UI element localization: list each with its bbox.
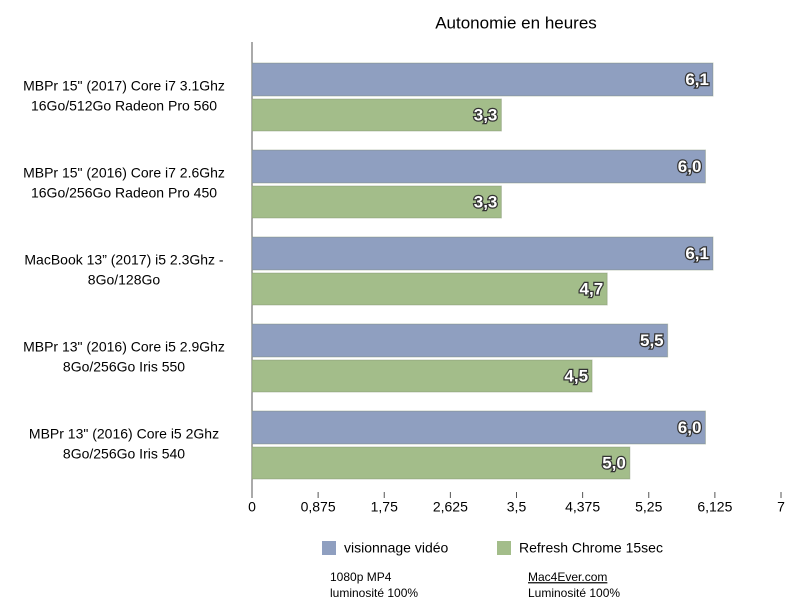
x-tick-label: 4,375	[565, 499, 600, 515]
category-label: 16Go/256Go Radeon Pro 450	[31, 185, 217, 201]
x-tick-label: 1,75	[371, 499, 398, 515]
bar	[251, 446, 631, 480]
value-label: 6,0	[678, 418, 702, 437]
bar	[251, 149, 706, 184]
legend-swatch	[322, 541, 336, 555]
x-tick-label: 5,25	[635, 499, 662, 515]
value-label: 5,0	[602, 453, 626, 472]
category-label: MBPr 15" (2016) Core i7 2.6Ghz	[23, 165, 225, 181]
category-label: 8Go/256Go Iris 550	[63, 359, 185, 375]
x-tick-label: 2,625	[433, 499, 468, 515]
x-tick-label: 6,125	[697, 499, 732, 515]
category-label: 8Go/256Go Iris 540	[63, 446, 185, 462]
category-label: 8Go/128Go	[88, 272, 161, 288]
category-label: MBPr 13" (2016) Core i5 2Ghz	[29, 426, 219, 442]
x-tick-label: 3,5	[507, 499, 527, 515]
note: 1080p MP4	[330, 570, 392, 584]
value-label: 6,1	[685, 70, 709, 89]
bar	[251, 323, 669, 358]
category-label: MBPr 15" (2017) Core i7 3.1Ghz	[23, 78, 225, 94]
value-label: 3,3	[474, 192, 498, 211]
value-label: 6,1	[685, 244, 709, 263]
legend-label: Refresh Chrome 15sec	[519, 540, 663, 556]
bar	[251, 185, 502, 219]
note: luminosité 100%	[330, 586, 418, 600]
value-label: 4,7	[580, 279, 604, 298]
value-label: 5,5	[640, 331, 664, 350]
note: Mac4Ever.com	[528, 570, 607, 584]
legend-label: visionnage vidéo	[344, 540, 449, 556]
bar	[251, 359, 593, 393]
value-label: 4,5	[564, 366, 588, 385]
x-tick-label: 0	[248, 499, 256, 515]
value-label: 3,3	[474, 105, 498, 124]
category-label: 16Go/512Go Radeon Pro 560	[31, 98, 217, 114]
bar	[251, 62, 714, 97]
legend-swatch	[497, 541, 511, 555]
bar	[251, 272, 608, 306]
category-label: MBPr 13" (2016) Core i5 2.9Ghz	[23, 339, 225, 355]
category-label: MacBook 13” (2017) i5 2.3Ghz -	[24, 252, 224, 268]
x-tick-label: 7	[777, 499, 785, 515]
bar	[251, 410, 706, 445]
value-label: 6,0	[678, 157, 702, 176]
chart-title: Autonomie en heures	[435, 13, 597, 32]
x-tick-label: 0,875	[301, 499, 336, 515]
bar	[251, 98, 502, 132]
bar	[251, 236, 714, 271]
note: Luminosité 100%	[528, 586, 620, 600]
